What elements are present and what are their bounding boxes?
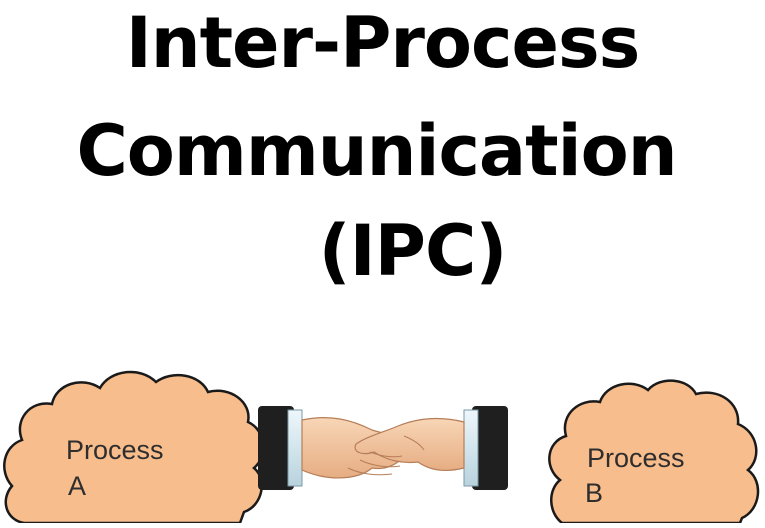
process-a-id: A: [68, 471, 87, 501]
process-a-label: Process: [66, 435, 164, 465]
cloud-icon: [548, 379, 760, 525]
process-b-label: Process: [587, 443, 685, 473]
title-line-1: Inter-Process: [125, 2, 641, 84]
process-b-id: B: [585, 478, 604, 508]
handshake-icon: [258, 406, 508, 490]
ipc-illustration: Process A Process B: [0, 340, 765, 525]
handshake-diagram: [3, 370, 760, 525]
title-line-3: (IPC): [318, 210, 508, 292]
title-line-2: Communication: [76, 110, 677, 192]
